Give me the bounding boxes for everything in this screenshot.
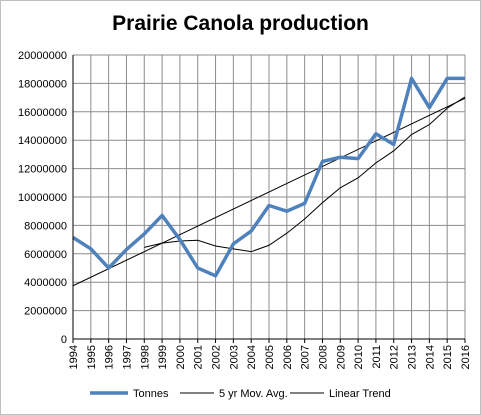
legend-label: Linear Trend (329, 388, 391, 400)
x-tick-label: 2013 (407, 345, 419, 369)
series-line-tonnes (72, 76, 465, 278)
legend-label: Tonnes (133, 388, 169, 400)
series-line-moving-average (144, 96, 466, 253)
x-tick-label: 1996 (104, 345, 116, 369)
x-tick-label: 2001 (193, 345, 205, 369)
x-tick-label: 2015 (442, 345, 454, 369)
x-tick-label: 2000 (175, 345, 187, 369)
x-tick-label: 2007 (300, 345, 312, 369)
y-tick-label: 0 (61, 334, 67, 346)
x-tick-label: 2009 (335, 345, 347, 369)
x-tick-label: 2002 (211, 345, 223, 369)
x-tick-label: 2008 (317, 345, 329, 369)
x-tick-label: 1995 (86, 345, 98, 369)
y-tick-label: 14000000 (18, 135, 67, 147)
y-tick-label: 12000000 (18, 164, 67, 176)
x-tick-label: 2003 (228, 345, 240, 369)
y-tick-label: 4000000 (24, 277, 67, 289)
x-tick-label: 2005 (264, 345, 276, 369)
x-tick-label: 2006 (282, 345, 294, 369)
x-tick-label: 2016 (460, 345, 472, 369)
x-tick-label: 2004 (246, 345, 258, 369)
x-tick-label: 2014 (424, 345, 436, 369)
x-tick-label: 2010 (353, 345, 365, 369)
y-tick-label: 2000000 (24, 306, 67, 318)
y-tick-label: 10000000 (18, 192, 67, 204)
y-tick-label: 16000000 (18, 107, 67, 119)
axis-layer: 0 2000000 4000000 6000000 8000000 10000000 120… (18, 50, 472, 369)
x-tick-label: 1998 (139, 345, 151, 369)
y-tick-label: 18000000 (18, 78, 67, 90)
x-tick-label: 1994 (68, 345, 80, 369)
legend-label: 5 yr Mov. Avg. (219, 388, 288, 400)
chart-title: Prairie Canola production (112, 12, 369, 35)
legend: Tonnes 5 yr Mov. Avg. Linear Trend (90, 388, 391, 400)
y-tick-label: 20000000 (18, 50, 67, 62)
y-tick-label: 8000000 (24, 220, 67, 232)
y-tick-label: 6000000 (24, 249, 67, 261)
x-tick-label: 1999 (157, 345, 169, 369)
x-tick-label: 1997 (121, 345, 133, 369)
x-tick-label: 2011 (371, 345, 383, 369)
series-layer (72, 76, 466, 287)
x-tick-label: 2012 (389, 345, 401, 369)
series-line-linear-trend (72, 97, 466, 287)
